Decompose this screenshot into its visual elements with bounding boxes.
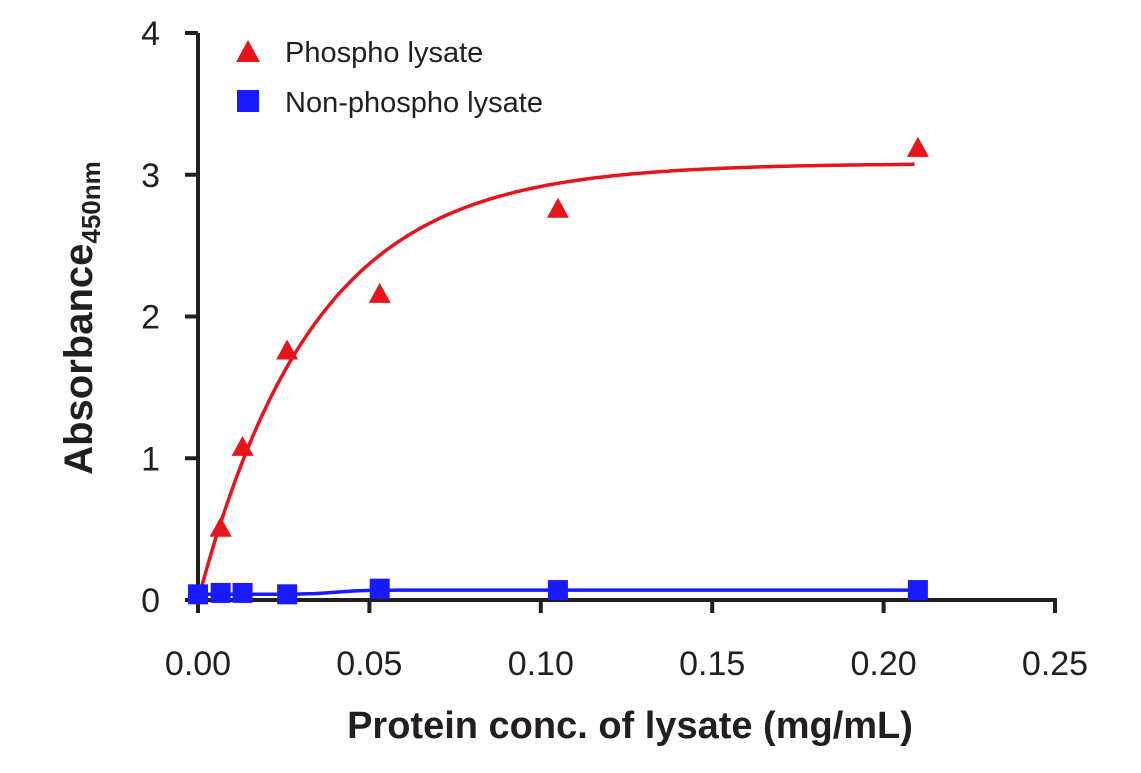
nonphospho-point — [547, 580, 568, 601]
nonphospho-point — [232, 582, 253, 603]
x-tick-label: 0.15 — [679, 645, 745, 683]
legend: Phospho lysate Non-phospho lysate — [236, 37, 543, 119]
nonphospho-point — [210, 582, 231, 603]
legend-label-nonphospho: Non-phospho lysate — [285, 87, 543, 119]
x-tick-label: 0.10 — [508, 645, 574, 683]
legend-label-phospho: Phospho lysate — [285, 37, 483, 69]
y-axis-label-main: Absorbance — [57, 244, 101, 475]
nonphospho-point — [907, 580, 928, 601]
x-tick-label: 0.05 — [336, 645, 402, 683]
y-tick-label: 2 — [141, 299, 160, 337]
x-tick-label: 0.25 — [1022, 645, 1088, 683]
y-tick-label: 4 — [141, 15, 160, 53]
x-tick-label: 0.20 — [851, 645, 917, 683]
y-axis-label-subscript: 450nm — [76, 161, 106, 243]
x-axis-label: Protein conc. of lysate (mg/mL) — [347, 705, 913, 747]
y-axis-label: Absorbance450nm — [57, 161, 106, 475]
phospho-point — [368, 282, 391, 303]
phospho-point — [276, 339, 299, 360]
legend-marker-phospho — [236, 40, 260, 62]
legend-marker-nonphospho — [237, 90, 259, 112]
y-tick-label: 1 — [141, 440, 160, 478]
fit-curves — [196, 162, 915, 601]
nonphospho-point — [188, 584, 208, 605]
phospho-point — [906, 136, 929, 157]
data-points — [188, 136, 929, 605]
y-tick-label: 3 — [141, 157, 160, 195]
phospho-point — [546, 197, 569, 218]
nonphospho-point — [277, 584, 298, 605]
x-tick-label: 0.00 — [165, 645, 231, 683]
y-tick-label: 0 — [141, 582, 160, 620]
phospho-fit-curve — [196, 162, 915, 601]
nonphospho-point — [369, 578, 390, 599]
axes: 0.00 0.05 0.10 0.15 0.20 0.25 0 1 2 3 4 — [141, 15, 1088, 683]
phospho-point — [209, 516, 232, 537]
phospho-point — [231, 435, 254, 456]
